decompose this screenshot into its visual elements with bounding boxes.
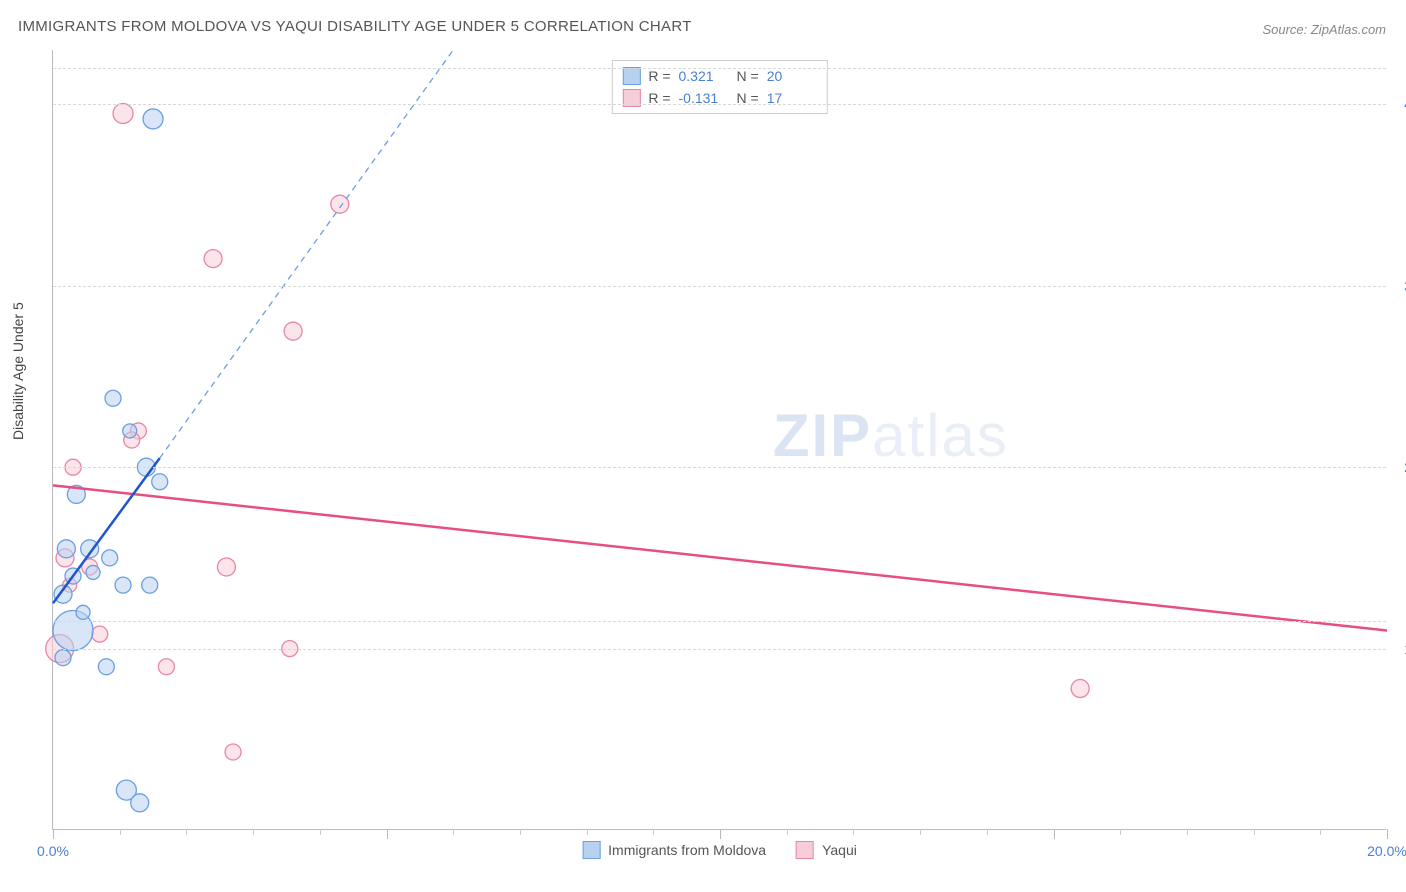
r-label: R = bbox=[648, 68, 670, 84]
source-attribution: Source: ZipAtlas.com bbox=[1262, 22, 1386, 37]
scatter-point-series2 bbox=[158, 659, 174, 675]
legend-row-series2: R = -0.131 N = 17 bbox=[622, 87, 816, 109]
scatter-point-series1 bbox=[55, 650, 71, 666]
scatter-point-series2 bbox=[92, 626, 108, 642]
x-tick-major bbox=[387, 829, 388, 839]
x-tick-major bbox=[1054, 829, 1055, 839]
x-tick-minor bbox=[120, 829, 121, 835]
series-legend: Immigrants from Moldova Yaqui bbox=[582, 841, 857, 859]
scatter-point-series1 bbox=[131, 794, 149, 812]
y-tick-label: 4.0% bbox=[1392, 96, 1406, 112]
n-label: N = bbox=[737, 68, 759, 84]
scatter-point-series1 bbox=[143, 109, 163, 129]
x-tick-minor bbox=[987, 829, 988, 835]
x-tick-minor bbox=[253, 829, 254, 835]
legend-item-series1: Immigrants from Moldova bbox=[582, 841, 766, 859]
swatch-series1 bbox=[622, 67, 640, 85]
scatter-point-series1 bbox=[142, 577, 158, 593]
scatter-point-series1 bbox=[98, 659, 114, 675]
x-tick-minor bbox=[1254, 829, 1255, 835]
x-tick-minor bbox=[453, 829, 454, 835]
gridline-h bbox=[53, 286, 1386, 287]
scatter-point-series1 bbox=[123, 424, 137, 438]
x-tick-label: 0.0% bbox=[37, 843, 69, 859]
y-tick-label: 3.0% bbox=[1392, 278, 1406, 294]
x-tick-major bbox=[53, 829, 54, 839]
scatter-point-series2 bbox=[217, 558, 235, 576]
trend-line-series1-dashed bbox=[160, 50, 453, 458]
x-tick-minor bbox=[1120, 829, 1121, 835]
x-tick-minor bbox=[853, 829, 854, 835]
scatter-point-series1 bbox=[102, 550, 118, 566]
x-tick-minor bbox=[787, 829, 788, 835]
scatter-point-series2 bbox=[113, 103, 133, 123]
x-tick-minor bbox=[320, 829, 321, 835]
y-axis-label: Disability Age Under 5 bbox=[10, 302, 26, 440]
scatter-point-series2 bbox=[225, 744, 241, 760]
n-value: 20 bbox=[767, 68, 817, 84]
x-tick-minor bbox=[1187, 829, 1188, 835]
gridline-h bbox=[53, 621, 1386, 622]
legend-label: Immigrants from Moldova bbox=[608, 842, 766, 858]
swatch-series2 bbox=[796, 841, 814, 859]
legend-label: Yaqui bbox=[822, 842, 857, 858]
scatter-point-series2 bbox=[204, 250, 222, 268]
x-tick-major bbox=[720, 829, 721, 839]
gridline-h bbox=[53, 649, 1386, 650]
swatch-series1 bbox=[582, 841, 600, 859]
x-tick-minor bbox=[920, 829, 921, 835]
x-tick-minor bbox=[186, 829, 187, 835]
x-tick-minor bbox=[587, 829, 588, 835]
scatter-point-series1 bbox=[105, 390, 121, 406]
scatter-point-series1 bbox=[57, 540, 75, 558]
scatter-point-series2 bbox=[284, 322, 302, 340]
y-tick-label: 1.0% bbox=[1392, 641, 1406, 657]
plot-svg bbox=[53, 50, 1386, 829]
y-tick-label: 2.0% bbox=[1392, 459, 1406, 475]
scatter-point-series1 bbox=[152, 474, 168, 490]
chart-plot-area: ZIPatlas R = 0.321 N = 20 R = -0.131 N =… bbox=[52, 50, 1386, 830]
gridline-h bbox=[53, 467, 1386, 468]
legend-item-series2: Yaqui bbox=[796, 841, 857, 859]
scatter-point-series2 bbox=[1071, 680, 1089, 698]
chart-title: IMMIGRANTS FROM MOLDOVA VS YAQUI DISABIL… bbox=[18, 18, 692, 35]
scatter-point-series1 bbox=[76, 605, 90, 619]
gridline-h bbox=[53, 68, 1386, 69]
scatter-point-series1 bbox=[86, 565, 100, 579]
x-tick-minor bbox=[653, 829, 654, 835]
trend-line-series2 bbox=[53, 485, 1387, 630]
x-tick-minor bbox=[1320, 829, 1321, 835]
x-tick-minor bbox=[520, 829, 521, 835]
gridline-h bbox=[53, 104, 1386, 105]
r-value: 0.321 bbox=[679, 68, 729, 84]
x-tick-major bbox=[1387, 829, 1388, 839]
scatter-point-series1 bbox=[115, 577, 131, 593]
x-tick-label: 20.0% bbox=[1367, 843, 1406, 859]
